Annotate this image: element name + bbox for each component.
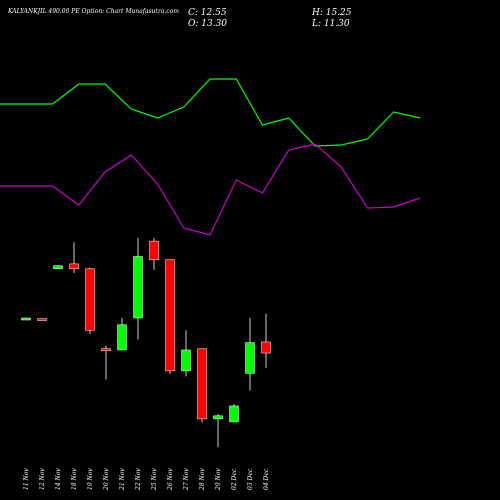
candle-body: [133, 256, 143, 319]
candle: [85, 267, 95, 334]
x-tick-label: 20 Nov: [103, 468, 110, 491]
candle-body: [101, 348, 111, 351]
candle-body: [213, 415, 223, 420]
x-tick-label: 19 Nov: [87, 468, 94, 490]
candle-body: [197, 348, 207, 420]
candle: [101, 345, 111, 380]
x-tick-label: 22 Nov: [135, 468, 142, 491]
open-value: O: 13.30: [188, 19, 228, 29]
high-value: H: 15.25: [312, 8, 352, 18]
candles: [21, 238, 271, 448]
low-value: L: 11.30: [312, 19, 350, 29]
x-tick-label: 28 Nov: [199, 468, 206, 491]
candle: [229, 404, 239, 423]
x-tick-label: 14 Nov: [55, 468, 62, 490]
x-tick-label: 11 Nov: [23, 468, 30, 490]
x-tick-label: 26 Nov: [167, 468, 174, 491]
candle-body: [149, 240, 159, 260]
x-tick-label: 03 Dec: [247, 468, 254, 490]
candle: [245, 318, 255, 391]
candle: [117, 318, 127, 351]
x-tick-label: 02 Dec: [231, 468, 238, 490]
candle: [53, 265, 63, 270]
x-axis-labels: 11 Nov 12 Nov 14 Nov 18 Nov 19 Nov 20 Nov 21 N…: [23, 468, 270, 491]
candle: [165, 259, 175, 374]
candle-body: [229, 405, 239, 423]
candle-body: [85, 268, 95, 331]
candle-body: [245, 342, 255, 374]
candle: [37, 318, 47, 321]
candle-body: [37, 318, 47, 321]
candle-body: [117, 324, 127, 351]
candle: [181, 330, 191, 377]
close-value: C: 12.55: [188, 8, 227, 18]
candle: [69, 242, 79, 274]
candle-body: [261, 341, 271, 354]
x-tick-label: 29 Nov: [215, 468, 222, 491]
candle: [261, 313, 271, 368]
line-series-1: [0, 78, 421, 147]
candle: [133, 238, 143, 340]
candle-body: [165, 259, 175, 372]
candle-body: [181, 349, 191, 372]
x-tick-label: 27 Nov: [183, 468, 190, 491]
candle-body: [21, 317, 31, 321]
candle-body: [69, 263, 79, 270]
candle: [197, 348, 207, 423]
candle: [213, 413, 223, 448]
line-series-2: [0, 143, 421, 236]
x-tick-label: 12 Nov: [39, 468, 46, 490]
candle: [21, 317, 31, 321]
x-tick-label: 25 Nov: [151, 468, 158, 491]
candle: [149, 238, 159, 271]
candle-body: [53, 265, 63, 270]
x-tick-label: 04 Dec: [263, 468, 270, 490]
x-tick-label: 18 Nov: [71, 468, 78, 490]
chart-title: KALYANKJIL 490.00 PE Option: Chart Munaf…: [8, 8, 179, 15]
x-tick-label: 21 Nov: [119, 468, 126, 491]
indicator-lines: [0, 78, 421, 236]
